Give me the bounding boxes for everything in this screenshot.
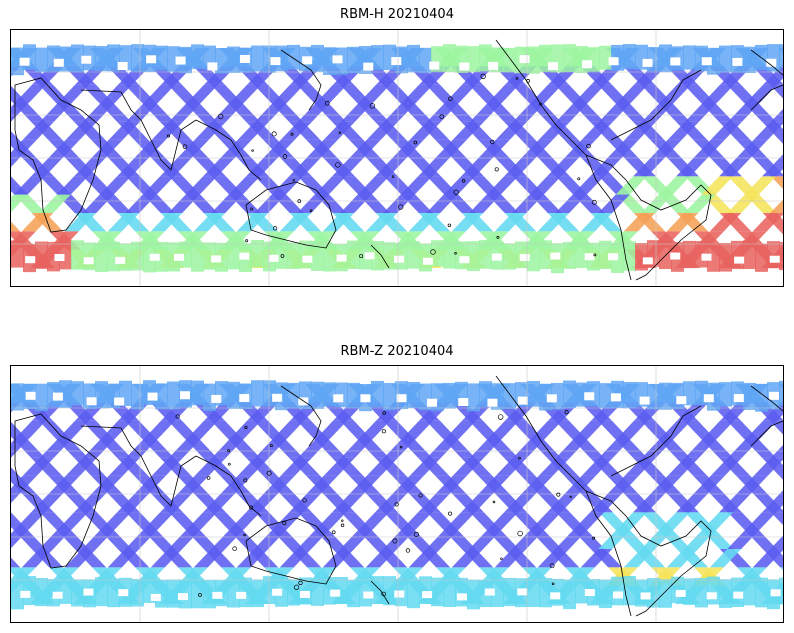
map-panel-rbm-h xyxy=(10,29,784,287)
swath-map-h xyxy=(11,30,783,286)
graticule xyxy=(11,366,783,622)
swath-layer xyxy=(11,44,783,274)
coastlines xyxy=(14,375,783,617)
swath-layer xyxy=(11,380,783,610)
graticule xyxy=(11,30,783,286)
panel-title-top: RBM-H 20210404 xyxy=(340,7,454,22)
islands xyxy=(175,410,596,597)
swath-map-z xyxy=(11,366,783,622)
islands xyxy=(166,73,597,259)
panel-title-bottom: RBM-Z 20210404 xyxy=(340,344,454,359)
coastlines xyxy=(14,39,783,281)
map-panel-rbm-z xyxy=(10,365,784,623)
